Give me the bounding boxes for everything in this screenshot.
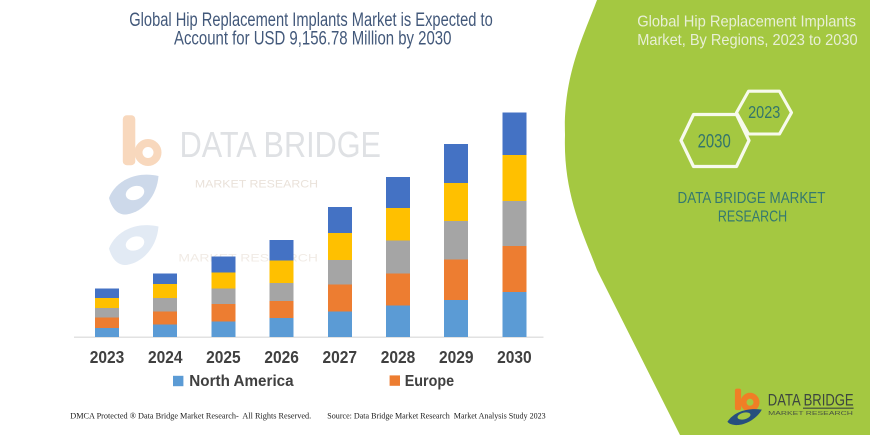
svg-text:MARKET RESEARCH: MARKET RESEARCH [195,179,318,191]
svg-text:2029: 2029 [439,347,474,367]
svg-text:RESEARCH: RESEARCH [718,208,787,225]
svg-text:MARKET RESEARCH: MARKET RESEARCH [178,253,318,265]
svg-text:2028: 2028 [381,347,416,367]
svg-text:2024: 2024 [148,347,183,367]
svg-text:Market, By Regions, 2023 to 20: Market, By Regions, 2023 to 2030 [637,32,857,49]
svg-text:2026: 2026 [264,347,299,367]
svg-text:DMCA Protected ® Data Bridge M: DMCA Protected ® Data Bridge Market Rese… [70,412,311,421]
svg-text:Account for USD 9,156.78 Milli: Account for USD 9,156.78 Million by 2030 [174,29,451,50]
svg-text:2023: 2023 [748,102,780,122]
svg-text:Global Hip Replacement Implant: Global Hip Replacement Implants Market i… [129,10,493,31]
svg-text:DATA BRIDGE: DATA BRIDGE [768,392,854,410]
svg-text:North America: North America [189,373,294,390]
svg-text:2027: 2027 [323,347,358,367]
svg-text:DATA BRIDGE MARKET: DATA BRIDGE MARKET [678,190,826,207]
svg-text:Global Hip Replacement Implant: Global Hip Replacement Implants [637,13,856,30]
svg-text:Source: Data Bridge Market Res: Source: Data Bridge Market Research Mark… [327,412,545,421]
svg-text:DATA BRIDGE: DATA BRIDGE [180,124,381,165]
svg-text:2025: 2025 [206,347,241,367]
svg-text:2023: 2023 [90,347,125,367]
svg-text:Europe: Europe [405,373,455,390]
svg-text:2030: 2030 [698,131,731,152]
svg-text:2030: 2030 [497,347,532,367]
svg-text:MARKET RESEARCH: MARKET RESEARCH [768,411,853,417]
